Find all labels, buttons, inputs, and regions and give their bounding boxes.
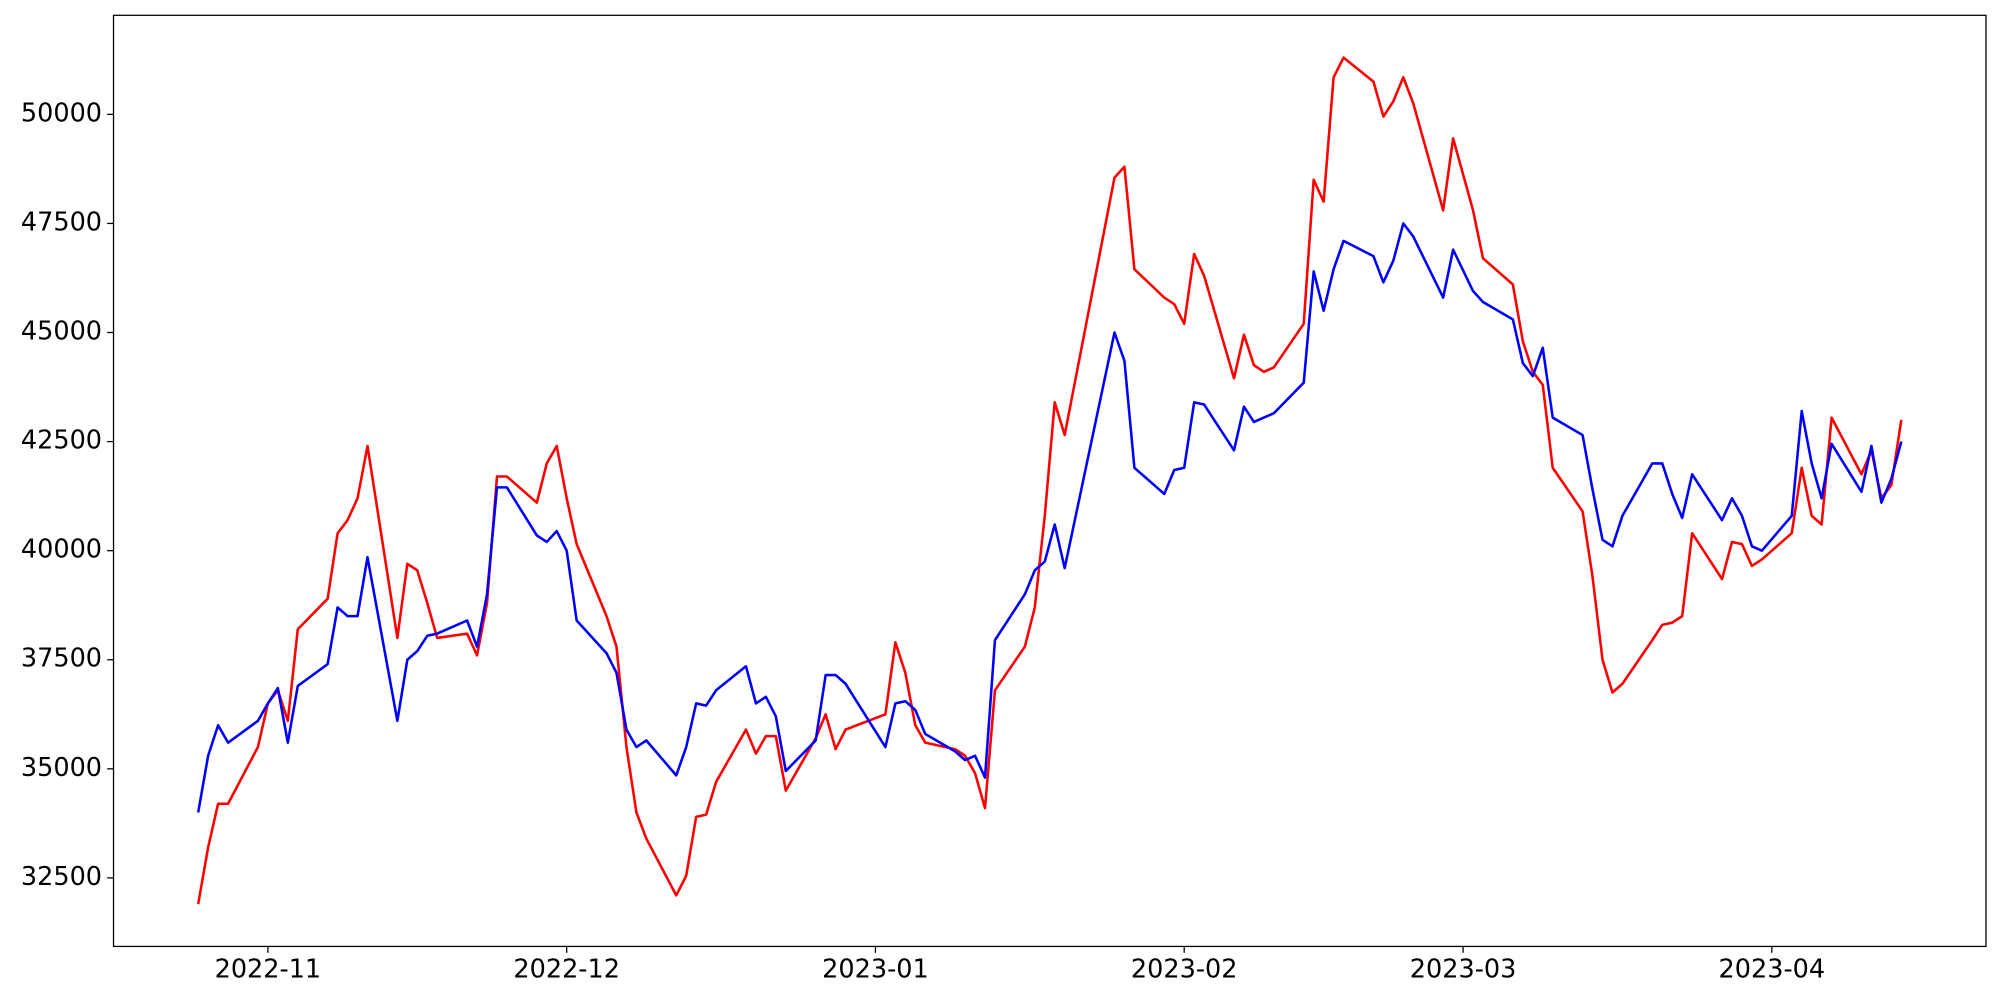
- line-series: [196, 56, 1903, 905]
- y-tick-label: 40000: [21, 535, 102, 565]
- y-tick-label: 35000: [21, 753, 102, 783]
- line-series: [196, 222, 1903, 813]
- x-tick-label: 2023-04: [1719, 955, 1826, 985]
- x-tick-label: 2022-12: [513, 955, 620, 985]
- y-tick-label: 47500: [21, 207, 102, 237]
- y-tick-label: 42500: [21, 426, 102, 456]
- x-tick-label: 2023-02: [1131, 955, 1238, 985]
- x-tick-label: 2022-11: [215, 955, 322, 985]
- y-tick-label: 32500: [21, 862, 102, 892]
- axes-frame: [112, 14, 1987, 948]
- y-tick-label: 50000: [21, 98, 102, 128]
- y-tick-label: 37500: [21, 644, 102, 674]
- x-tick-label: 2023-03: [1410, 955, 1517, 985]
- x-tick-label: 2023-01: [822, 955, 929, 985]
- y-tick-label: 45000: [21, 317, 102, 347]
